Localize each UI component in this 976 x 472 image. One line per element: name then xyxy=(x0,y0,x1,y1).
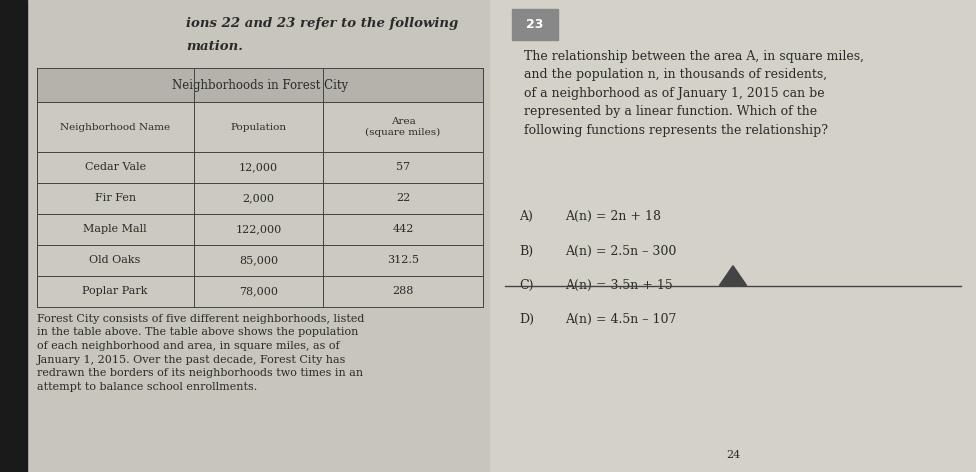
Text: mation.: mation. xyxy=(186,40,243,53)
Text: 122,000: 122,000 xyxy=(235,224,281,235)
Text: C): C) xyxy=(519,279,534,292)
Text: The relationship between the area A, in square miles,
and the population n, in t: The relationship between the area A, in … xyxy=(524,50,864,136)
Bar xyxy=(37,183,482,214)
Text: A(n) = 3.5n + 15: A(n) = 3.5n + 15 xyxy=(565,279,673,292)
Text: Population: Population xyxy=(230,123,287,132)
Text: ions 22 and 23 refer to the following: ions 22 and 23 refer to the following xyxy=(186,17,459,30)
Text: A(n) = 2n + 18: A(n) = 2n + 18 xyxy=(565,210,662,223)
Bar xyxy=(37,68,482,102)
Text: Poplar Park: Poplar Park xyxy=(82,287,148,296)
Text: Forest City consists of five different neighborhoods, listed
in the table above.: Forest City consists of five different n… xyxy=(37,314,364,392)
Text: Area
(square miles): Area (square miles) xyxy=(365,118,440,137)
Polygon shape xyxy=(719,266,747,286)
Text: A(n) = 2.5n – 300: A(n) = 2.5n – 300 xyxy=(565,244,676,258)
Bar xyxy=(37,245,482,276)
Text: 22: 22 xyxy=(396,194,410,203)
Text: B): B) xyxy=(519,244,533,258)
Text: Neighborhoods in Forest City: Neighborhoods in Forest City xyxy=(172,79,347,92)
Text: Neighborhood Name: Neighborhood Name xyxy=(61,123,170,132)
Bar xyxy=(37,214,482,245)
Text: 2,000: 2,000 xyxy=(242,194,274,203)
Text: 442: 442 xyxy=(392,224,414,235)
Text: D): D) xyxy=(519,313,534,327)
Text: 24: 24 xyxy=(726,450,740,460)
Text: Fir Fen: Fir Fen xyxy=(95,194,136,203)
Text: 57: 57 xyxy=(396,162,410,172)
Text: Cedar Vale: Cedar Vale xyxy=(85,162,145,172)
Bar xyxy=(0,0,27,472)
Text: 78,000: 78,000 xyxy=(239,287,278,296)
Text: 288: 288 xyxy=(392,287,414,296)
Text: A): A) xyxy=(519,210,533,223)
Text: Old Oaks: Old Oaks xyxy=(90,255,141,265)
Text: 23: 23 xyxy=(526,18,544,31)
Text: Maple Mall: Maple Mall xyxy=(83,224,147,235)
Text: A(n) = 4.5n – 107: A(n) = 4.5n – 107 xyxy=(565,313,676,327)
Text: 85,000: 85,000 xyxy=(239,255,278,265)
Bar xyxy=(37,102,482,152)
Text: 12,000: 12,000 xyxy=(239,162,278,172)
Bar xyxy=(511,9,558,40)
Bar xyxy=(37,276,482,307)
Text: 312.5: 312.5 xyxy=(387,255,419,265)
Bar xyxy=(37,152,482,183)
